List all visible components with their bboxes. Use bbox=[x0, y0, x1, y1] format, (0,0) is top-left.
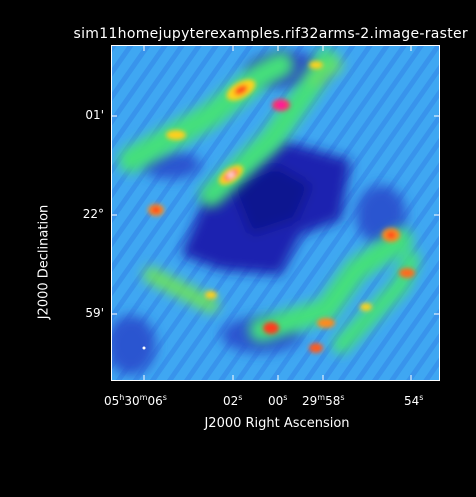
y-tick-label: 01' bbox=[85, 108, 104, 122]
x-tick-label: 05h30m06s bbox=[104, 393, 167, 408]
beam-marker bbox=[142, 346, 146, 350]
y-tick-label: 59' bbox=[85, 306, 104, 320]
x-tick-label: 29m58s bbox=[302, 393, 345, 408]
y-axis-label: J2000 Declination bbox=[36, 204, 52, 320]
x-tick-label: 02s bbox=[223, 393, 243, 408]
x-tick-label: 54s bbox=[404, 393, 424, 408]
x-tick-label: 00s bbox=[268, 393, 288, 408]
chart-title: sim11homejupyterexamples.rif32arms-2.ima… bbox=[73, 26, 468, 42]
axis-ticks bbox=[111, 45, 440, 381]
y-tick-label: 22° bbox=[82, 207, 104, 221]
x-axis-label: J2000 Right Ascension bbox=[204, 416, 350, 431]
raster-image[interactable] bbox=[111, 45, 440, 381]
bright-sources bbox=[148, 61, 415, 353]
raster-svg bbox=[111, 45, 440, 381]
plot-frame bbox=[111, 45, 440, 381]
